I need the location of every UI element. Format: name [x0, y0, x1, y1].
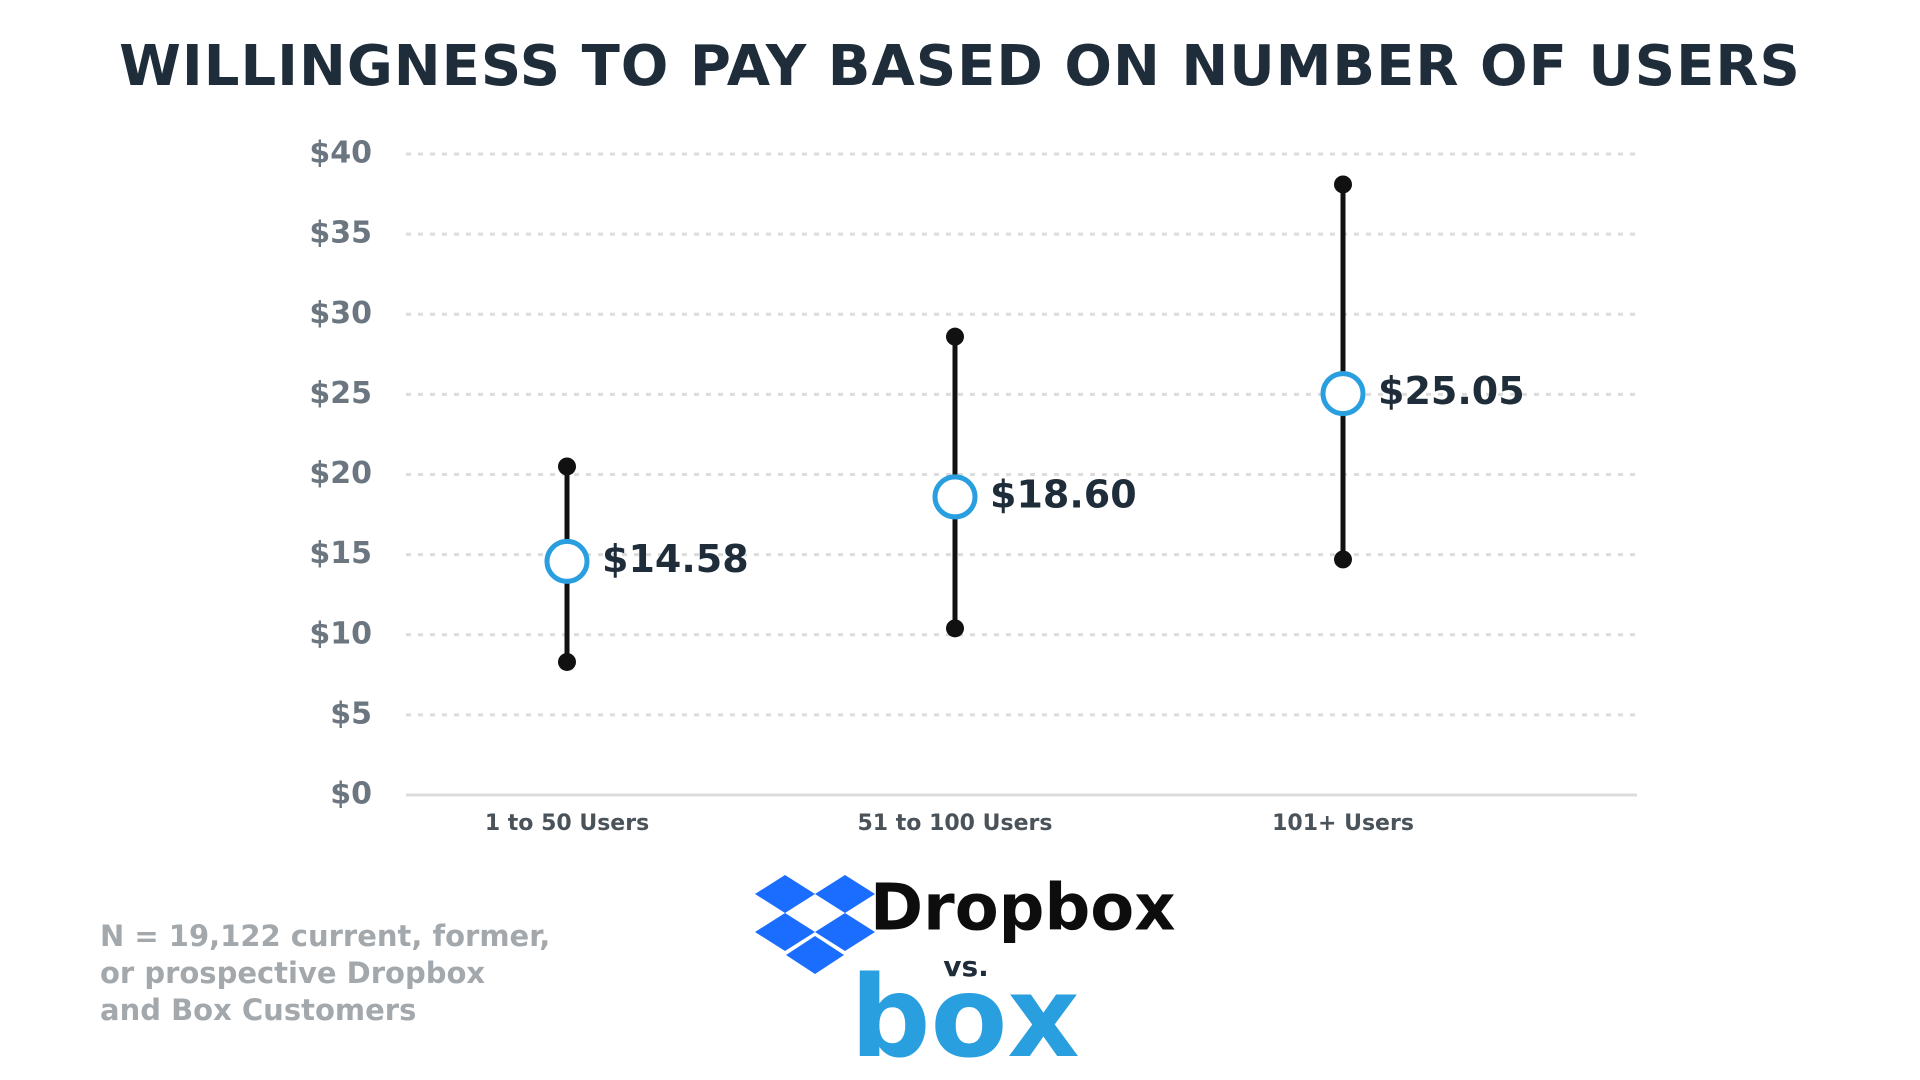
box-logo: box — [850, 953, 1079, 1080]
y-tick-label: $15 — [309, 536, 372, 571]
value-label: $18.60 — [990, 472, 1137, 516]
chart-title: WILLINGNESS TO PAY BASED ON NUMBER OF US… — [119, 34, 1801, 99]
value-label: $25.05 — [1378, 369, 1525, 413]
mean-dot — [544, 538, 590, 584]
y-tick-label: $40 — [309, 136, 372, 171]
y-tick-label: $20 — [309, 456, 372, 491]
note-line: N = 19,122 current, former, — [100, 919, 550, 953]
range-low — [1334, 550, 1352, 569]
value-label: $14.58 — [602, 537, 749, 581]
range-high — [558, 457, 576, 476]
dropbox-logo: Dropbox — [870, 872, 1176, 946]
dropbox-icon — [755, 875, 875, 974]
versus: vs. — [943, 950, 989, 983]
x-tick-label: 51 to 100 Users — [858, 811, 1053, 836]
y-tick-label: $25 — [309, 376, 372, 411]
range-low — [558, 652, 576, 671]
y-tick-label: $10 — [309, 616, 372, 651]
y-tick-label: $30 — [309, 296, 372, 331]
y-tick-label: $0 — [330, 777, 372, 812]
y-tick-label: $5 — [330, 696, 372, 731]
x-tick-label: 101+ Users — [1272, 811, 1414, 836]
x-tick-label: 1 to 50 Users — [485, 811, 649, 836]
range-high — [946, 327, 964, 346]
y-tick-label: $35 — [309, 216, 372, 251]
mean-dot — [932, 474, 978, 520]
note-line: or prospective Dropbox — [100, 956, 485, 990]
mean-dot — [1320, 371, 1366, 417]
range-low — [946, 619, 964, 638]
range-high — [1334, 175, 1352, 194]
note-line: and Box Customers — [100, 993, 416, 1027]
